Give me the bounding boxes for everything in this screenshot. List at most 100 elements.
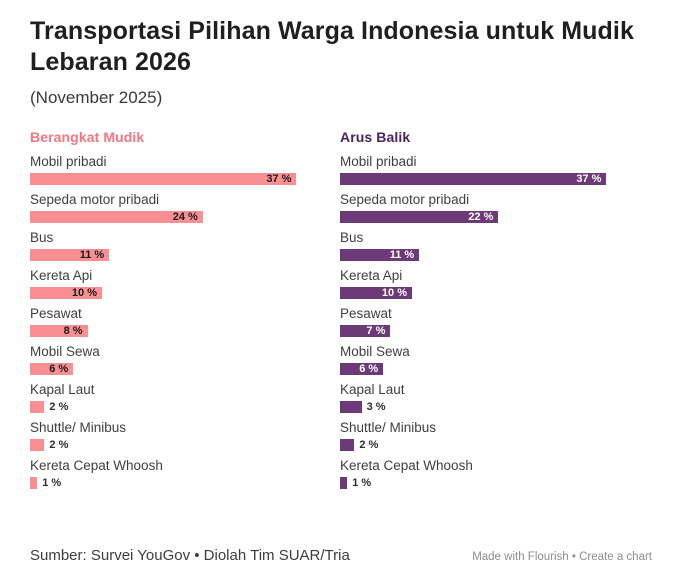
bar-row: Kereta Cepat Whoosh 1 %: [30, 457, 310, 489]
bar: 37 %: [30, 173, 297, 185]
bar-row: Sepeda motor pribadi 22 %: [340, 191, 620, 223]
bar: 24 %: [30, 211, 203, 223]
category-label: Mobil pribadi: [340, 154, 417, 169]
bar: [340, 477, 348, 489]
bar-row: Pesawat 8 %: [30, 305, 310, 337]
value-label: 37 %: [576, 173, 602, 185]
source-note: Sumber: Survei YouGov • Diolah Tim SUAR/…: [30, 547, 350, 564]
value-label: 8 %: [63, 325, 83, 337]
value-label: 11 %: [79, 249, 105, 261]
value-label: 10 %: [71, 287, 97, 299]
value-label: 1 %: [42, 477, 62, 489]
value-label: 37 %: [266, 173, 292, 185]
value-label: 6 %: [49, 363, 69, 375]
bar-rows-berangkat-mudik: Mobil pribadi 37 % Sepeda motor pribadi 24 …: [30, 153, 310, 489]
bar-track: 10 %: [340, 287, 620, 299]
bar-track: 7 %: [340, 325, 620, 337]
bar: 11 %: [340, 249, 420, 261]
value-label: 24 %: [172, 211, 198, 223]
category-label: Kapal Laut: [340, 382, 405, 397]
bar-row: Shuttle/ Minibus 2 %: [30, 419, 310, 451]
bar: 37 %: [340, 173, 607, 185]
value-label: 6 %: [359, 363, 379, 375]
value-label: 22 %: [468, 211, 494, 223]
column-berangkat-mudik: Berangkat Mudik Mobil pribadi 37 % Sepeda …: [30, 129, 310, 495]
category-label: Mobil Sewa: [30, 344, 100, 359]
bar: 8 %: [30, 325, 88, 337]
column-header-berangkat-mudik: Berangkat Mudik: [30, 129, 145, 145]
category-label: Kereta Api: [30, 268, 93, 283]
bar-track: 11 %: [340, 249, 620, 261]
column-arus-balik: Arus Balik Mobil pribadi 37 % Sepeda motor…: [340, 129, 620, 495]
bar-track: 11 %: [30, 249, 310, 261]
bar-track: 8 %: [30, 325, 310, 337]
category-label: Bus: [340, 230, 364, 245]
bar: [30, 439, 45, 451]
bar-track: 22 %: [340, 211, 620, 223]
category-label: Shuttle/ Minibus: [30, 420, 127, 435]
bar-track: 6 %: [340, 363, 620, 375]
bar-row: Kereta Api 10 %: [340, 267, 620, 299]
create-a-chart-link[interactable]: Create a chart: [579, 551, 652, 563]
bar-row: Mobil Sewa 6 %: [340, 343, 620, 375]
chart-subtitle: (November 2025): [30, 88, 163, 107]
category-label: Mobil pribadi: [30, 154, 107, 169]
bar-row: Shuttle/ Minibus 2 %: [340, 419, 620, 451]
bar: 6 %: [30, 363, 74, 375]
bar-row: Bus 11 %: [30, 229, 310, 261]
value-label: 11 %: [389, 249, 415, 261]
bar-row: Sepeda motor pribadi 24 %: [30, 191, 310, 223]
bar-row: Bus 11 %: [340, 229, 620, 261]
bar-row: Kapal Laut 2 %: [30, 381, 310, 413]
value-label: 2 %: [49, 439, 69, 451]
bar-row: Mobil pribadi 37 %: [340, 153, 620, 185]
bar-track: 2 %: [340, 439, 620, 451]
bar-row: Pesawat 7 %: [340, 305, 620, 337]
bar-track: 24 %: [30, 211, 310, 223]
category-label: Mobil Sewa: [340, 344, 410, 359]
bar-row: Mobil pribadi 37 %: [30, 153, 310, 185]
category-label: Sepeda motor pribadi: [30, 192, 160, 207]
category-label: Kapal Laut: [30, 382, 95, 397]
chart-title: Transportasi Pilihan Warga Indonesia unt…: [30, 17, 634, 76]
value-label: 2 %: [49, 401, 69, 413]
credit-separator: •: [568, 551, 580, 563]
bar: 7 %: [340, 325, 391, 337]
value-label: 3 %: [366, 401, 386, 413]
bar: 6 %: [340, 363, 384, 375]
category-label: Kereta Api: [340, 268, 403, 283]
category-label: Bus: [30, 230, 54, 245]
bar: [30, 401, 45, 413]
value-label: 10 %: [381, 287, 407, 299]
value-label: 7 %: [366, 325, 386, 337]
value-label: 2 %: [359, 439, 379, 451]
bar-row: Kereta Api 10 %: [30, 267, 310, 299]
bar: 10 %: [30, 287, 102, 299]
category-label: Kereta Cepat Whoosh: [30, 458, 163, 473]
category-label: Kereta Cepat Whoosh: [340, 458, 473, 473]
category-label: Sepeda motor pribadi: [340, 192, 470, 207]
bar-track: 6 %: [30, 363, 310, 375]
category-label: Shuttle/ Minibus: [340, 420, 437, 435]
bar: 22 %: [340, 211, 499, 223]
chart-columns: Berangkat Mudik Mobil pribadi 37 % Sepeda …: [30, 129, 655, 495]
bar-track: 37 %: [30, 173, 310, 185]
bar-track: 2 %: [30, 401, 310, 413]
bar-row: Kereta Cepat Whoosh 1 %: [340, 457, 620, 489]
category-label: Pesawat: [340, 306, 392, 321]
made-with-flourish-link[interactable]: Made with Flourish: [472, 551, 569, 563]
bar-track: 3 %: [340, 401, 620, 413]
column-header-arus-balik: Arus Balik: [340, 129, 411, 145]
bar: [340, 439, 355, 451]
bar-track: 1 %: [340, 477, 620, 489]
bar: [340, 401, 362, 413]
bar: 11 %: [30, 249, 110, 261]
bar-track: 1 %: [30, 477, 310, 489]
bar: [30, 477, 38, 489]
bar-row: Mobil Sewa 6 %: [30, 343, 310, 375]
value-label: 1 %: [352, 477, 372, 489]
bar: 10 %: [340, 287, 412, 299]
bar-track: 10 %: [30, 287, 310, 299]
category-label: Pesawat: [30, 306, 82, 321]
